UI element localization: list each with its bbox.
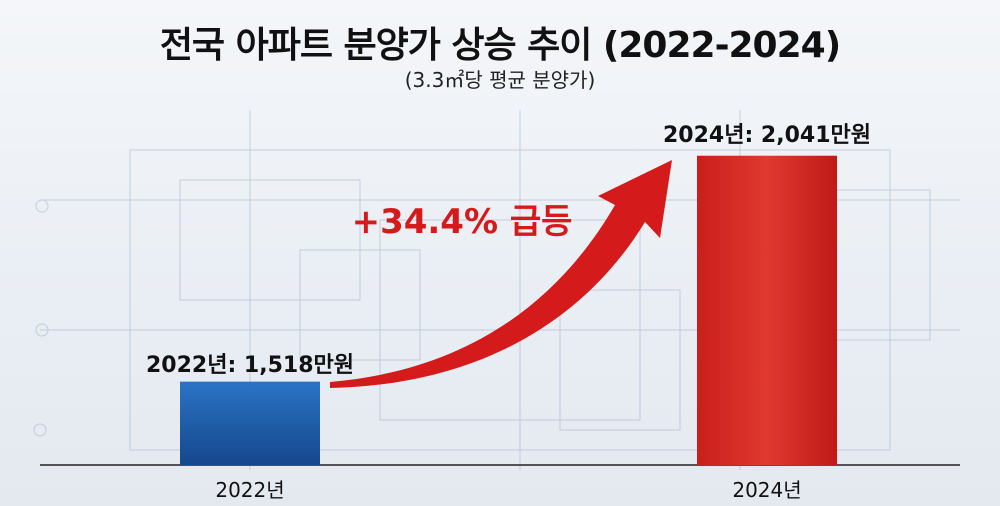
- data-label-2024: 2024년: 2,041만원: [663, 123, 871, 148]
- growth-annotation: +34.4% 급등: [352, 202, 573, 242]
- bar-2022: [180, 381, 320, 465]
- data-label-2022: 2022년: 1,518만원: [146, 353, 354, 378]
- x-tick-label-2024: 2024년: [732, 478, 801, 502]
- chart-subtitle: (3.3㎡당 평균 분양가): [404, 68, 596, 92]
- bar-2024: [697, 155, 837, 465]
- x-tick-label-2022: 2022년: [215, 478, 284, 502]
- growth-arrow: [330, 160, 672, 388]
- chart-title: 전국 아파트 분양가 상승 추이 (2022-2024): [159, 25, 841, 66]
